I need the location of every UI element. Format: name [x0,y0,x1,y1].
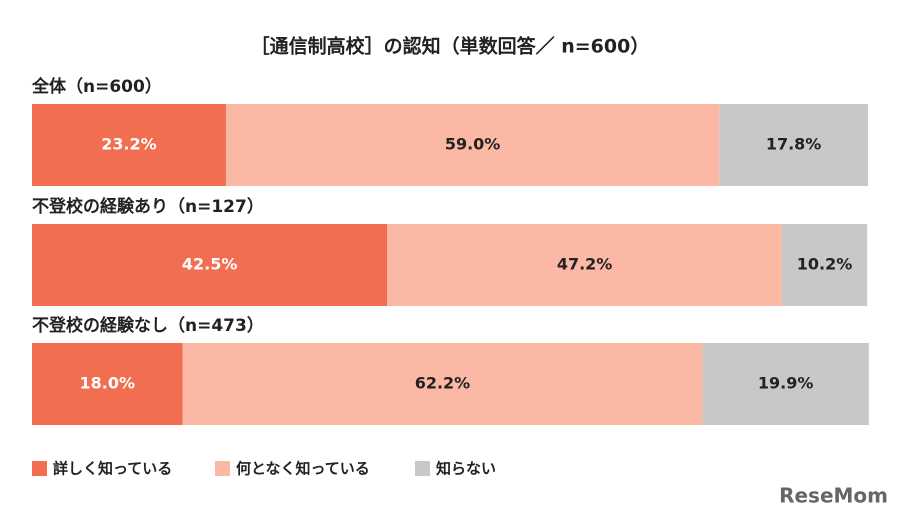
bar-segment [32,343,183,425]
bar-segment [387,224,782,306]
value-label: 62.2% [415,374,471,393]
bar-segment [32,104,226,186]
category-label: 全体（n=600） [31,76,162,97]
value-label: 59.0% [445,135,501,154]
value-label: 19.9% [758,374,814,393]
bar-segment [182,343,703,425]
value-label: 47.2% [557,255,613,274]
value-label: 23.2% [101,135,157,154]
bar-segment [781,224,868,306]
legend-label: 何となく知っている [236,460,370,478]
legend-swatch [32,461,47,476]
legend-label: 詳しく知っている [53,460,172,478]
legend-label: 知らない [436,460,496,478]
bar-segment [719,104,868,186]
chart-title: ［通信制高校］の認知（単数回答／ n=600） [251,35,650,58]
bar-segment [32,224,388,306]
value-label: 10.2% [797,255,853,274]
bar-segment [225,104,720,186]
category-label: 不登校の経験あり（n=127） [32,196,264,217]
watermark: ReseMom [779,484,888,508]
legend-swatch [415,461,430,476]
bar-segment [702,343,869,425]
category-label: 不登校の経験なし（n=473） [32,315,264,336]
value-label: 17.8% [766,135,822,154]
value-label: 18.0% [79,374,135,393]
value-label: 42.5% [182,255,238,274]
legend-swatch [215,461,230,476]
